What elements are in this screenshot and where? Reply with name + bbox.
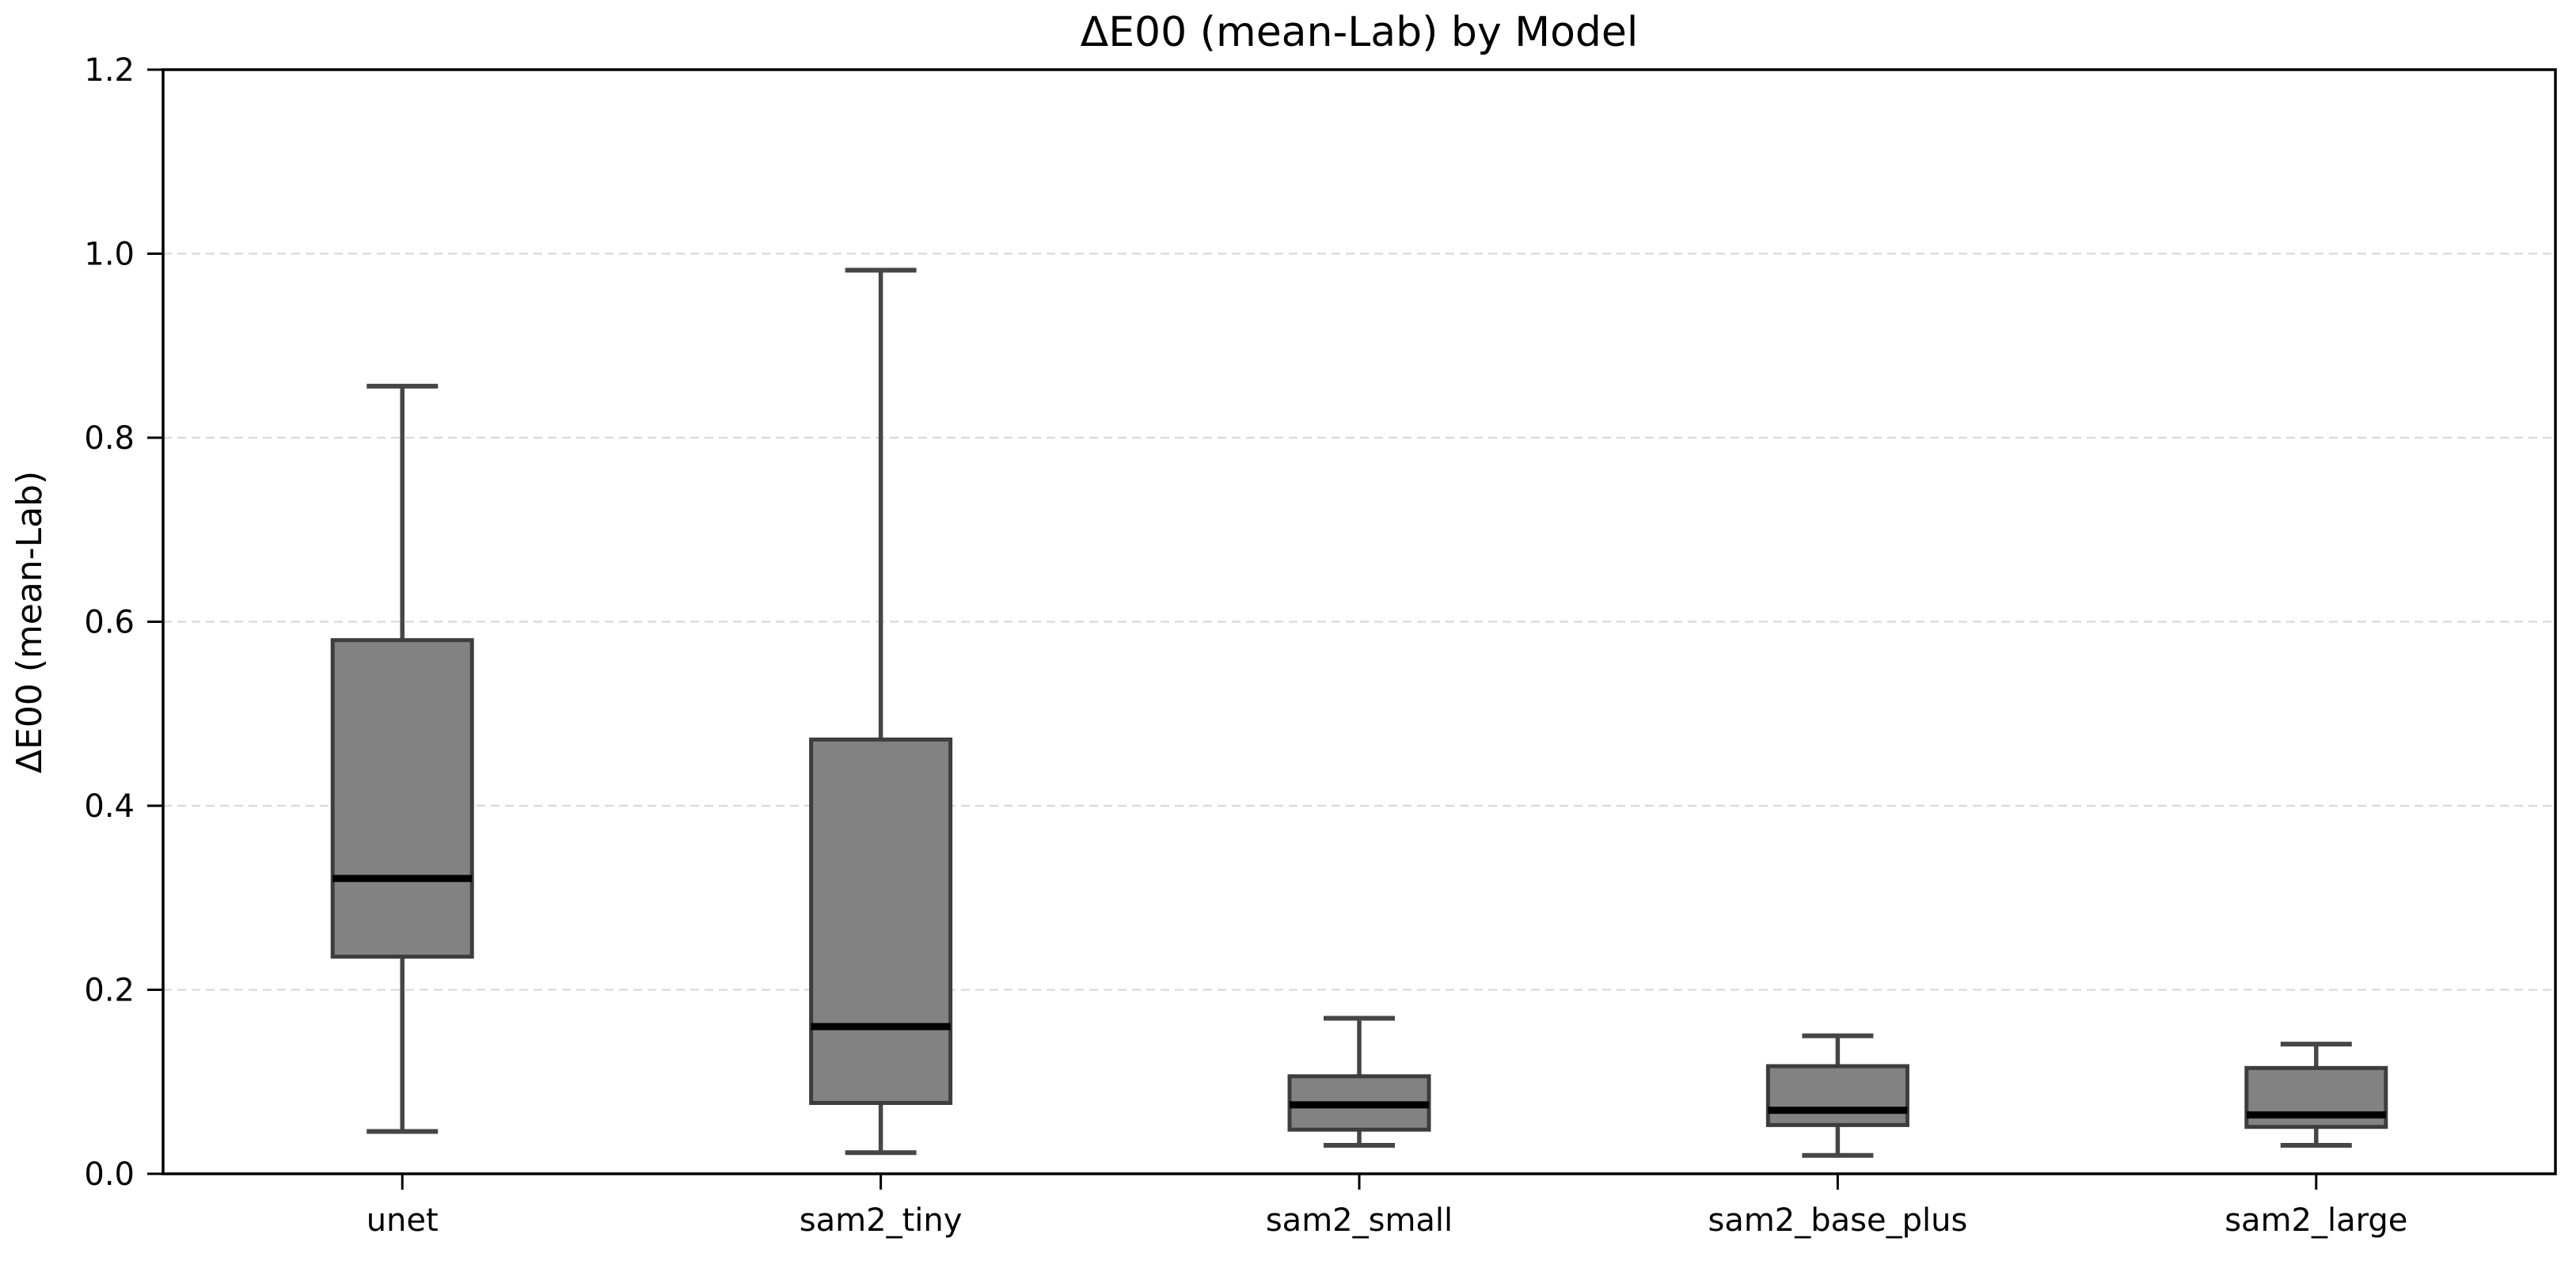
box-unet — [330, 383, 474, 1134]
y-tick-label: 0.8 — [84, 420, 135, 457]
iqr-box — [1765, 1064, 1909, 1127]
y-tick-label: 1.2 — [84, 52, 135, 89]
x-tick-label: sam2_base_plus — [1708, 1202, 1967, 1239]
y-tick-label: 1.0 — [84, 237, 135, 273]
box-sam2_large — [2244, 1042, 2388, 1148]
y-tick-label: 0.4 — [84, 788, 135, 825]
iqr-box — [809, 737, 953, 1105]
y-axis-label: ΔE00 (mean-Lab) — [9, 471, 50, 773]
y-tick-label: 0.0 — [84, 1156, 135, 1193]
x-tick-label: sam2_tiny — [800, 1202, 963, 1239]
box-series — [330, 268, 2388, 1158]
y-axis-ticks: 0.0 0.2 0.4 0.6 0.8 1.0 1.2 — [84, 52, 163, 1193]
x-tick-label: sam2_large — [2225, 1202, 2407, 1239]
iqr-box — [330, 638, 474, 959]
y-tick-label: 0.2 — [84, 973, 135, 1009]
box-sam2_small — [1287, 1016, 1431, 1148]
chart-title: ΔE00 (mean-Lab) by Model — [1081, 9, 1639, 56]
box-sam2_tiny — [809, 268, 953, 1156]
y-tick-label: 0.6 — [84, 605, 135, 641]
box-sam2_base_plus — [1765, 1033, 1909, 1158]
x-axis-ticks: unet sam2_tiny sam2_small sam2_base_plus sam… — [367, 1174, 2407, 1239]
x-tick-label: sam2_small — [1266, 1202, 1453, 1239]
x-tick-label: unet — [367, 1202, 439, 1239]
